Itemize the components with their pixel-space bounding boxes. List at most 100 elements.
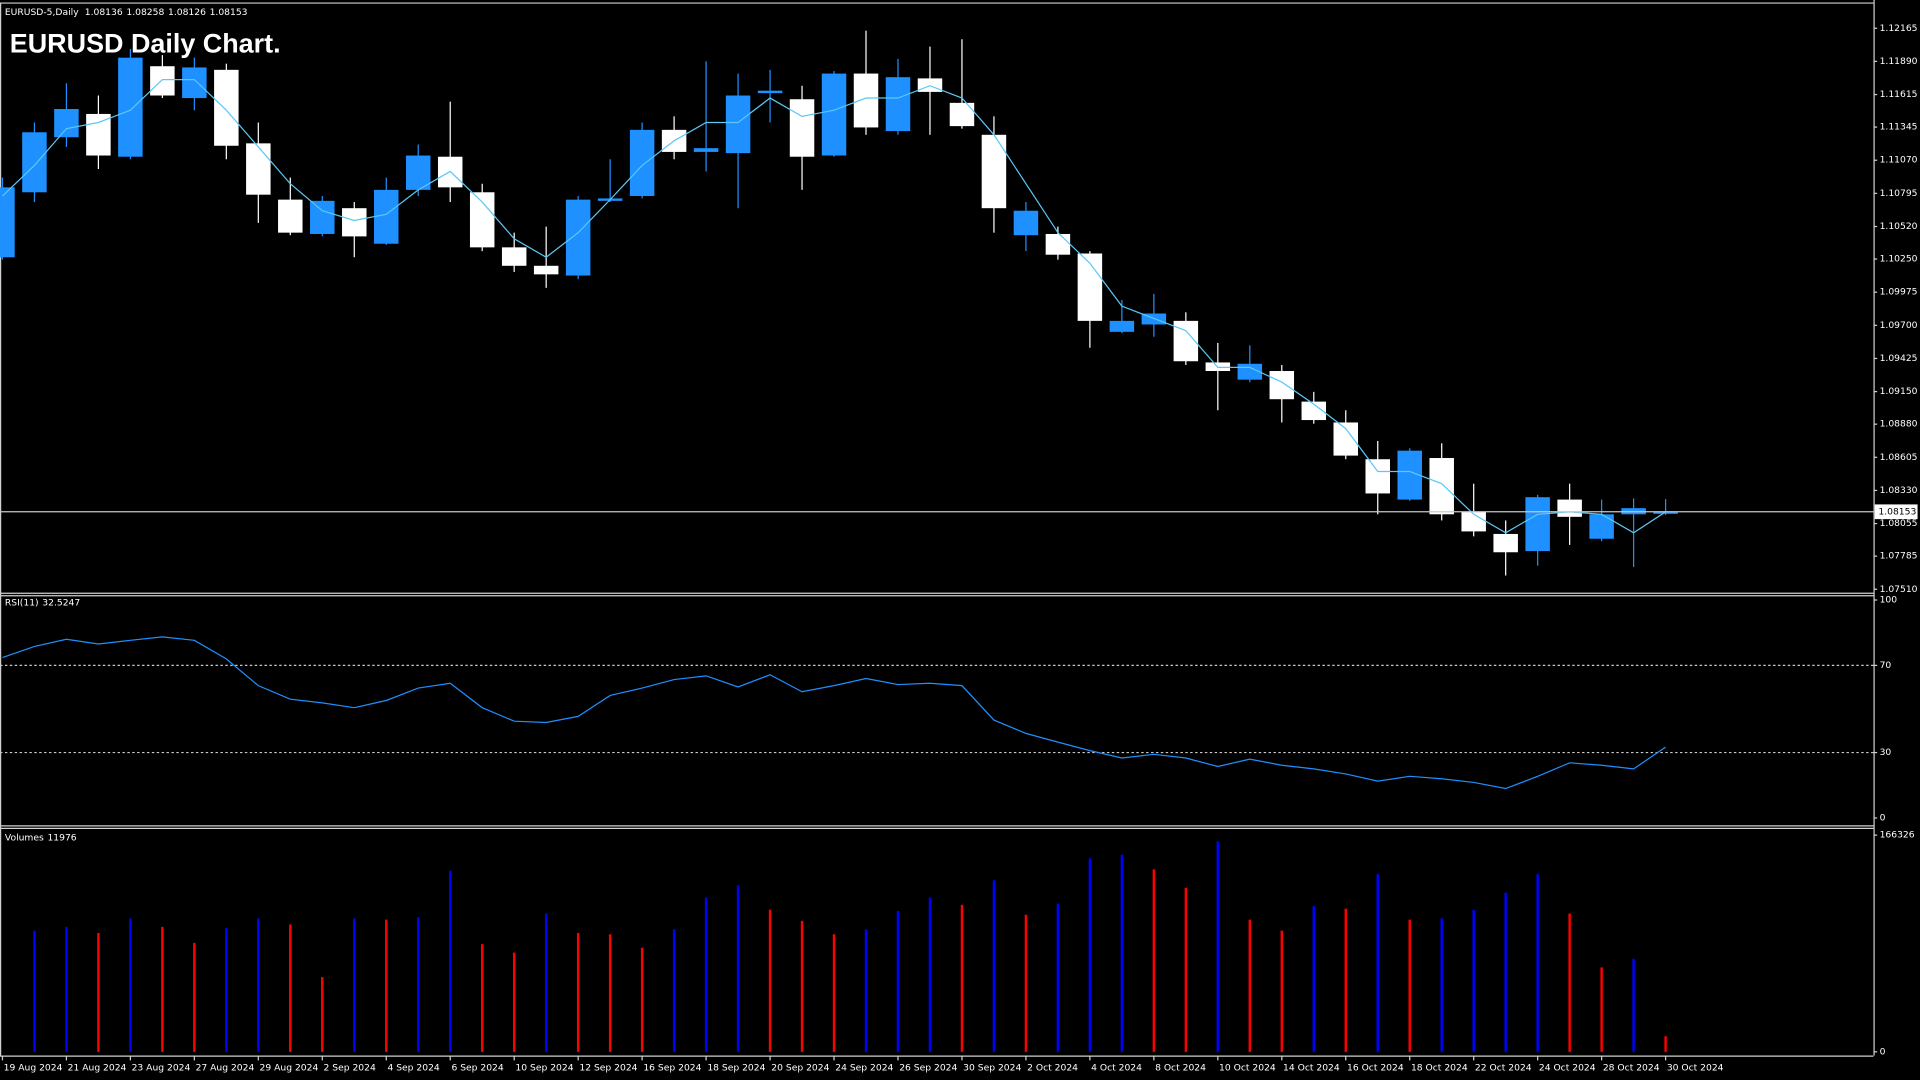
candle-body: [1109, 320, 1135, 332]
candle-body: [0, 187, 15, 258]
y-tick-label: 1.07510: [1880, 584, 1918, 595]
x-tick-label: 10 Sep 2024: [515, 1062, 573, 1073]
header-low: 1.08126: [168, 7, 206, 18]
candle-body: [342, 208, 367, 237]
rsi-header: RSI(11) 32.5247: [5, 597, 81, 608]
candle-body: [86, 113, 111, 156]
rsi-line: [2, 636, 1666, 790]
y-tick-label: 1.10250: [1880, 254, 1918, 265]
x-tick-label: 8 Oct 2024: [1155, 1062, 1206, 1073]
y-tick-label: 1.08330: [1880, 485, 1918, 496]
candle-body: [22, 132, 47, 193]
y-tick-label: 1.11070: [1880, 155, 1918, 166]
x-tick-label: 27 Aug 2024: [196, 1062, 255, 1073]
x-tick-label: 18 Oct 2024: [1411, 1062, 1468, 1073]
y-tick-label: 0: [1880, 1046, 1886, 1057]
y-tick-label: 1.12165: [1880, 23, 1918, 34]
x-tick-label: 16 Sep 2024: [643, 1062, 701, 1073]
candle-body: [1365, 459, 1390, 494]
candle-body: [1461, 511, 1486, 532]
price-box-label: 1.08153: [1878, 506, 1916, 517]
x-tick-label: 10 Oct 2024: [1219, 1062, 1276, 1073]
candle-body: [1557, 499, 1582, 517]
chart-title: EURUSD Daily Chart.: [10, 28, 281, 58]
y-tick-label: 1.08055: [1880, 518, 1918, 529]
candle-body: [1589, 514, 1614, 539]
volume-value: 11976: [47, 832, 76, 843]
candle-body: [1045, 233, 1071, 255]
y-tick-label: 1.08605: [1880, 452, 1918, 463]
candle-body: [725, 95, 751, 154]
y-tick-label: 1.09150: [1880, 386, 1918, 397]
y-tick-label: 1.09975: [1880, 287, 1918, 298]
candle-body: [374, 189, 399, 244]
x-tick-label: 29 Aug 2024: [260, 1062, 319, 1073]
rsi-name: RSI(11): [5, 597, 39, 608]
candle-body: [885, 77, 911, 132]
x-tick-label: 22 Oct 2024: [1475, 1062, 1532, 1073]
x-tick-label: 4 Sep 2024: [387, 1062, 439, 1073]
candle-body: [533, 265, 559, 275]
candle-body: [789, 99, 815, 157]
y-tick-label: 1.10795: [1880, 188, 1918, 199]
header-close: 1.08153: [210, 7, 248, 18]
rsi-value: 32.5247: [42, 597, 80, 608]
candle-body: [150, 66, 175, 96]
x-tick-label: 12 Sep 2024: [579, 1062, 637, 1073]
candle-body: [405, 155, 431, 190]
x-tick-label: 26 Sep 2024: [899, 1062, 957, 1073]
volume-header: Volumes 11976: [5, 832, 77, 843]
x-tick-label: 6 Sep 2024: [451, 1062, 503, 1073]
x-tick-label: 2 Oct 2024: [1027, 1062, 1078, 1073]
y-tick-label: 1.09700: [1880, 320, 1918, 331]
y-tick-label: 1.11890: [1880, 56, 1918, 67]
x-tick-label: 24 Sep 2024: [835, 1062, 893, 1073]
y-tick-label: 70: [1880, 660, 1892, 671]
y-tick-label: 1.10520: [1880, 221, 1918, 232]
y-tick-label: 166326: [1880, 830, 1915, 841]
x-tick-label: 4 Oct 2024: [1091, 1062, 1142, 1073]
x-tick-label: 16 Oct 2024: [1347, 1062, 1404, 1073]
y-tick-label: 1.11615: [1880, 89, 1918, 100]
candle-body: [1013, 210, 1039, 236]
candle-body: [246, 143, 271, 195]
moving-average: [2, 78, 1666, 534]
candle-body: [949, 102, 975, 127]
frame: [0, 0, 1875, 1057]
candle-body: [501, 247, 527, 266]
x-tick-label: 18 Sep 2024: [707, 1062, 765, 1073]
symbol: EURUSD-5,Daily: [5, 7, 79, 18]
y-tick-label: 100: [1880, 595, 1898, 606]
y-tick-label: 1.08880: [1880, 419, 1918, 430]
candle-body: [1653, 511, 1678, 514]
x-tick-label: 2 Sep 2024: [324, 1062, 376, 1073]
y-tick-label: 30: [1880, 747, 1892, 758]
volume-name: Volumes: [5, 832, 44, 843]
candle-body: [1525, 497, 1550, 552]
candle-body: [693, 148, 719, 152]
x-tick-label: 23 Aug 2024: [132, 1062, 191, 1073]
candle-body: [565, 199, 591, 276]
candle-body: [118, 57, 143, 157]
symbol-header: EURUSD-5,Daily 1.08136 1.08258 1.08126 1.081…: [5, 7, 248, 18]
candle-body: [757, 90, 783, 94]
x-tick-label: 24 Oct 2024: [1539, 1062, 1596, 1073]
candle-body: [214, 69, 239, 146]
candle-body: [310, 200, 335, 234]
x-tick-label: 28 Oct 2024: [1603, 1062, 1660, 1073]
candle-body: [1429, 458, 1454, 515]
candle-body: [469, 192, 495, 248]
candle-body: [853, 73, 879, 128]
y-tick-label: 0: [1880, 812, 1886, 823]
x-tick-label: 20 Sep 2024: [771, 1062, 829, 1073]
x-tick-label: 19 Aug 2024: [4, 1062, 63, 1073]
y-tick-label: 1.09425: [1880, 353, 1918, 364]
candle-body: [278, 199, 303, 233]
x-tick-label: 30 Oct 2024: [1667, 1062, 1724, 1073]
header-open: 1.08136: [85, 7, 123, 18]
header-high: 1.08258: [126, 7, 164, 18]
candle-body: [54, 109, 79, 138]
